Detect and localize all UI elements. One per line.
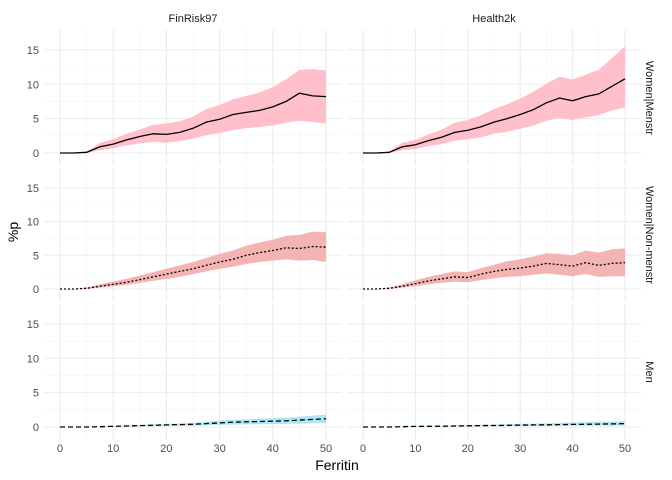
axes: 0 5 10 15 0 5 10 15 0 5 10 15 0 10 20 30 40 50 0 10 20 30 40 50 xyxy=(27,45,631,455)
x-tick-label: 40 xyxy=(267,443,279,455)
series-line xyxy=(363,262,626,290)
y-tick-label: 5 xyxy=(33,388,39,400)
y-tick-label: 0 xyxy=(33,148,39,160)
y-tick-label: 5 xyxy=(33,114,39,126)
confidence-band xyxy=(363,421,625,427)
y-axis-title: %p xyxy=(5,222,21,242)
confidence-band xyxy=(60,69,326,153)
x-tick-label: 40 xyxy=(566,443,578,455)
x-tick-label: 0 xyxy=(57,443,63,455)
y-tick-label: 0 xyxy=(33,422,39,434)
series-line xyxy=(60,245,327,290)
y-tick-label: 15 xyxy=(27,319,39,331)
confidence-band xyxy=(60,231,326,289)
strip-label-health2k: Health2k xyxy=(472,13,516,25)
x-tick-label: 20 xyxy=(462,443,474,455)
facet-strips: FinRisk97 Health2k Women|Menstr Women|Non-m… xyxy=(169,13,655,383)
x-tick-label: 30 xyxy=(213,443,225,455)
series-line xyxy=(60,418,327,428)
confidence-band xyxy=(363,46,625,153)
x-axis-title: Ferritin xyxy=(315,457,359,473)
y-tick-label: 10 xyxy=(27,353,39,365)
x-tick-label: 50 xyxy=(619,443,631,455)
y-tick-label: 15 xyxy=(27,183,39,195)
confidence-band xyxy=(363,248,625,289)
panel-finrisk97-men xyxy=(44,304,342,440)
y-tick-label: 0 xyxy=(33,284,39,296)
panel-finrisk97-women-non-menstr xyxy=(44,168,342,302)
strip-label-women-non-menstr: Women|Non-menstr xyxy=(643,186,655,284)
series-line xyxy=(363,78,626,154)
series-line xyxy=(363,422,626,428)
x-tick-label: 50 xyxy=(320,443,332,455)
strip-label-women-menstr: Women|Menstr xyxy=(643,61,655,136)
series-line xyxy=(60,92,327,154)
x-tick-label: 20 xyxy=(160,443,172,455)
strip-label-men: Men xyxy=(643,361,655,382)
panels xyxy=(44,30,641,440)
panel-health2k-men xyxy=(347,304,641,440)
y-tick-label: 10 xyxy=(27,79,39,91)
y-tick-label: 15 xyxy=(27,45,39,57)
x-tick-label: 0 xyxy=(360,443,366,455)
x-tick-label: 10 xyxy=(107,443,119,455)
confidence-band xyxy=(60,414,326,427)
panel-health2k-women-non-menstr xyxy=(347,168,641,302)
panel-finrisk97-women-menstr xyxy=(44,30,342,166)
panel-health2k-women-menstr xyxy=(347,30,641,166)
x-tick-label: 10 xyxy=(409,443,421,455)
strip-label-finrisk97: FinRisk97 xyxy=(169,13,218,25)
x-tick-label: 30 xyxy=(514,443,526,455)
y-tick-label: 5 xyxy=(33,250,39,262)
y-tick-label: 10 xyxy=(27,217,39,229)
